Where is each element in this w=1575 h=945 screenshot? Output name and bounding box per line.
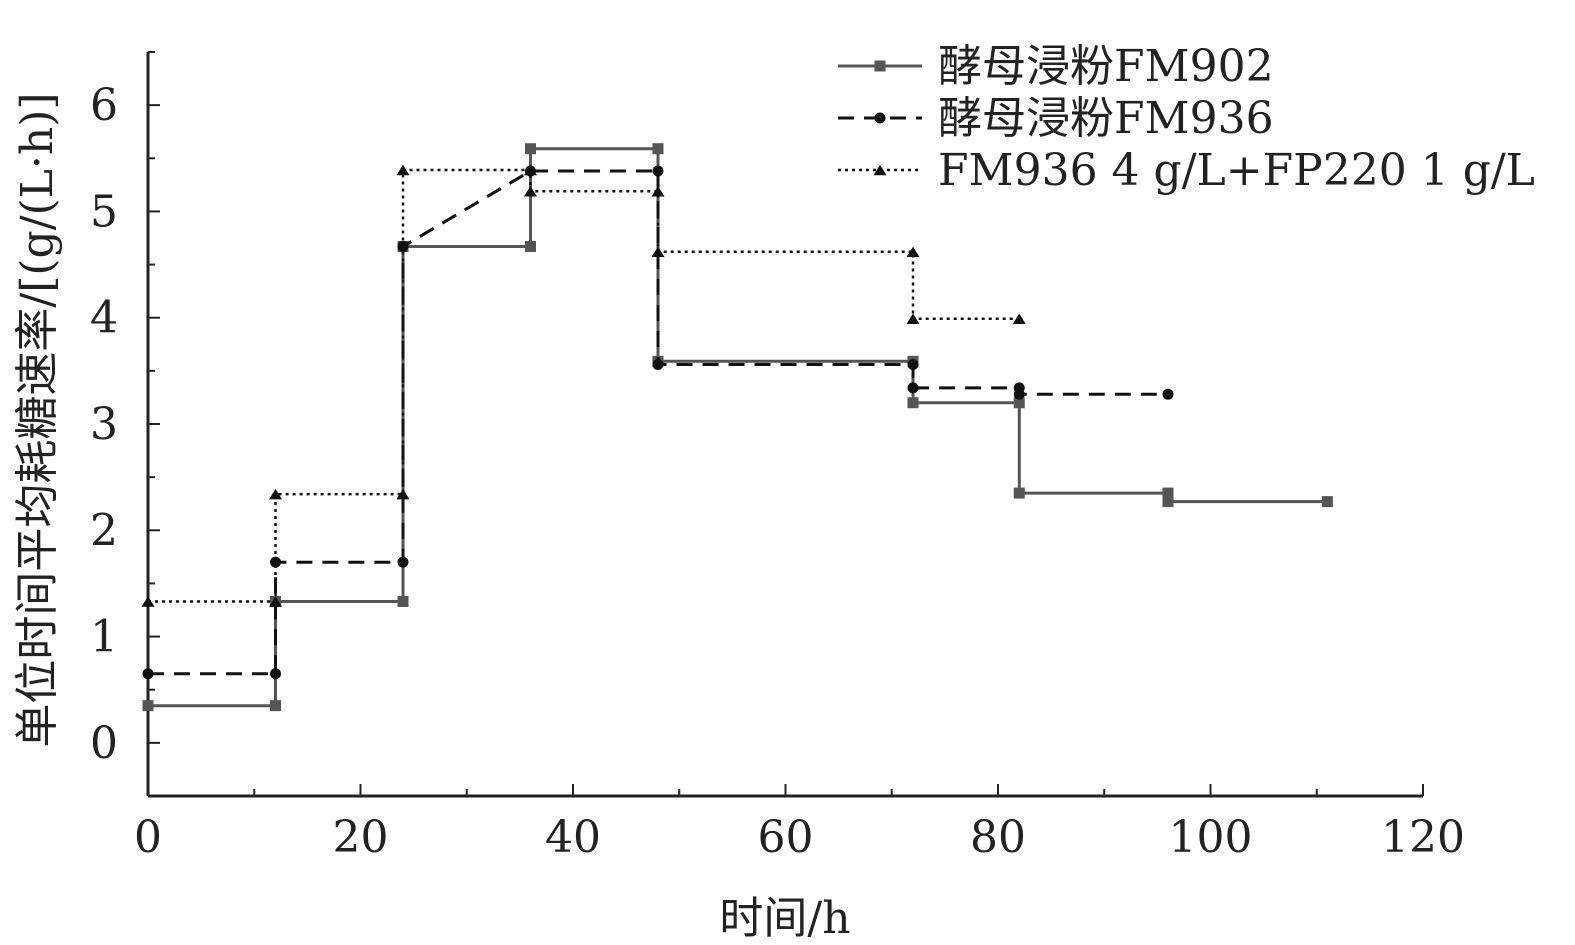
y-tick-label: 5	[90, 186, 118, 237]
data-point	[396, 488, 410, 500]
data-point	[907, 358, 919, 370]
series-3	[141, 164, 1026, 607]
x-tick-label: 0	[134, 812, 162, 863]
data-point	[397, 595, 409, 607]
x-tick-label: 40	[545, 812, 601, 863]
data-point	[142, 668, 154, 680]
data-point	[270, 700, 281, 712]
x-tick-label: 100	[1169, 812, 1253, 863]
y-tick-label: 6	[90, 80, 118, 131]
data-point	[269, 488, 282, 500]
data-point	[651, 246, 665, 258]
data-point	[397, 556, 409, 568]
data-point	[1162, 487, 1174, 499]
legend-item: 酵母浸粉FM902	[838, 41, 1274, 92]
data-point	[142, 700, 154, 712]
data-point	[906, 246, 920, 258]
data-point	[525, 241, 536, 253]
legend-marker	[873, 164, 887, 176]
series-1	[142, 143, 1333, 712]
data-point	[652, 143, 664, 155]
legend-label: 酵母浸粉FM936	[938, 93, 1274, 144]
y-tick-label: 1	[90, 612, 118, 663]
data-point	[652, 358, 664, 370]
y-tick-label: 0	[90, 718, 118, 769]
data-point	[1012, 313, 1026, 325]
data-point	[270, 668, 281, 680]
data-point	[524, 186, 537, 197]
legend-marker	[874, 112, 886, 124]
data-point	[907, 397, 919, 409]
y-tick-label: 2	[90, 505, 118, 556]
data-point	[524, 164, 537, 176]
data-point	[1013, 487, 1025, 499]
legend-item: FM936 4 g/L+FP220 1 g/L	[838, 145, 1535, 196]
data-point	[1321, 496, 1333, 508]
y-axis-title: 单位时间平均耗糖速率/[(g/(L·h)]	[12, 92, 63, 747]
data-point	[652, 165, 664, 177]
data-point	[270, 556, 281, 568]
legend-label: 酵母浸粉FM902	[938, 41, 1274, 92]
x-tick-label: 80	[970, 812, 1026, 863]
data-point	[1013, 397, 1025, 409]
data-point	[141, 596, 155, 607]
data-point	[396, 164, 410, 176]
data-point	[1162, 496, 1174, 508]
data-point	[1162, 388, 1174, 400]
data-point	[906, 313, 920, 325]
data-point	[525, 143, 536, 155]
y-tick-label: 3	[90, 399, 118, 450]
x-tick-label: 120	[1381, 812, 1465, 863]
x-axis-title: 时间/h	[719, 893, 850, 944]
axes: 0 20 40 60 80 100 120 0 1 2 3 4 5 6	[90, 51, 1465, 863]
series-line	[148, 147, 1328, 708]
data-point	[907, 382, 919, 394]
x-tick-label: 60	[758, 812, 814, 863]
legend-item: 酵母浸粉FM936	[838, 93, 1274, 144]
data-point	[1013, 388, 1025, 400]
x-tick-label: 20	[333, 812, 389, 863]
series-layer	[141, 143, 1333, 712]
data-point	[269, 596, 282, 607]
legend-label: FM936 4 g/L+FP220 1 g/L	[938, 145, 1535, 196]
legend-marker	[874, 60, 886, 72]
data-point	[651, 186, 665, 197]
series-line	[148, 168, 1020, 603]
y-tick-label: 4	[90, 293, 118, 344]
